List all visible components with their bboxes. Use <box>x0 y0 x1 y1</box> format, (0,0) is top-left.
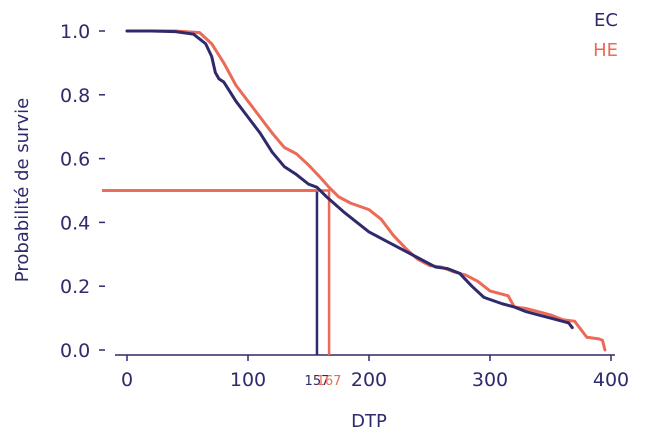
series-line-he <box>125 29 607 352</box>
median-line-ec <box>102 189 319 355</box>
x-tick-label: 200 <box>351 369 387 391</box>
x-tick-label: 400 <box>593 369 629 391</box>
y-tick-label: 0.8 <box>60 85 90 107</box>
legend: EC HE <box>593 10 618 61</box>
x-tick-label: 0 <box>121 369 133 391</box>
y-tick-label: 0.0 <box>60 340 90 362</box>
x-tick-label: 300 <box>472 369 508 391</box>
axes-layer <box>99 30 615 361</box>
median-label-he: 167 <box>317 374 342 389</box>
median-lines-layer <box>102 189 331 355</box>
series-line-ec <box>125 29 574 330</box>
legend-label-ec: EC <box>594 10 618 31</box>
median-line-he <box>102 189 331 355</box>
x-axis-title: DTP <box>351 411 387 430</box>
y-axis-title: Probabilité de survie <box>12 98 33 282</box>
y-tick-label: 0.2 <box>60 276 90 298</box>
x-tick-label: 100 <box>230 369 266 391</box>
y-tick-label: 0.6 <box>60 149 90 171</box>
median-label-ec: 157 <box>305 374 330 389</box>
series-layer <box>125 29 607 352</box>
legend-label-he: HE <box>593 40 618 61</box>
y-tick-label: 1.0 <box>60 21 90 43</box>
y-tick-label: 0.4 <box>60 212 90 234</box>
